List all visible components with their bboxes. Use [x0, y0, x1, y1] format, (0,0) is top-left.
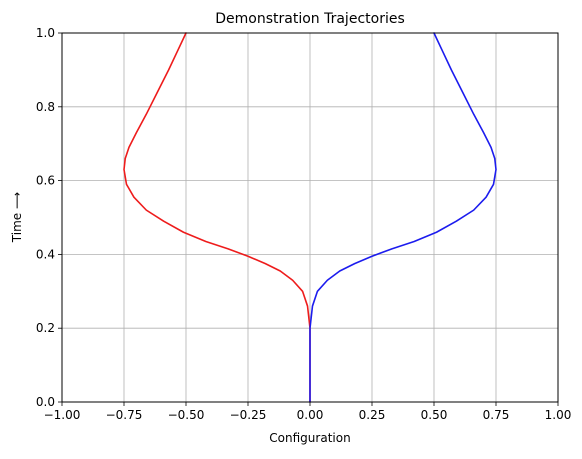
series-line-1 — [123, 32, 311, 403]
y-tick-label: 0.8 — [36, 100, 55, 114]
x-axis-ticks: −1.00 −0.75 −0.50 −0.25 0.00 0.25 0.50 0.75 1.00 — [44, 402, 572, 422]
y-tick-label: 0.0 — [36, 395, 55, 409]
x-tick-label: −0.50 — [168, 408, 205, 422]
y-tick-label: 0.2 — [36, 321, 55, 335]
chart-title: Demonstration Trajectories — [215, 11, 405, 27]
x-tick-label: 0.75 — [483, 408, 510, 422]
y-tick-label: 1.0 — [36, 26, 55, 40]
x-tick-label: −1.00 — [44, 408, 81, 422]
y-axis-ticks: 0.0 0.2 0.4 0.6 0.8 1.0 — [36, 26, 62, 409]
y-tick-label: 0.6 — [36, 174, 55, 188]
x-tick-label: 0.00 — [297, 408, 324, 422]
y-axis-label: Time ⟶ — [10, 192, 24, 243]
x-tick-label: 0.25 — [359, 408, 386, 422]
y-tick-label: 0.4 — [36, 247, 55, 261]
x-tick-label: 1.00 — [545, 408, 572, 422]
x-tick-label: 0.50 — [421, 408, 448, 422]
series-layer — [123, 32, 497, 403]
x-axis-label: Configuration — [269, 431, 350, 445]
x-tick-label: −0.75 — [106, 408, 143, 422]
grid-lines — [61, 32, 559, 403]
x-tick-label: −0.25 — [230, 408, 267, 422]
series-line-2 — [309, 32, 497, 403]
